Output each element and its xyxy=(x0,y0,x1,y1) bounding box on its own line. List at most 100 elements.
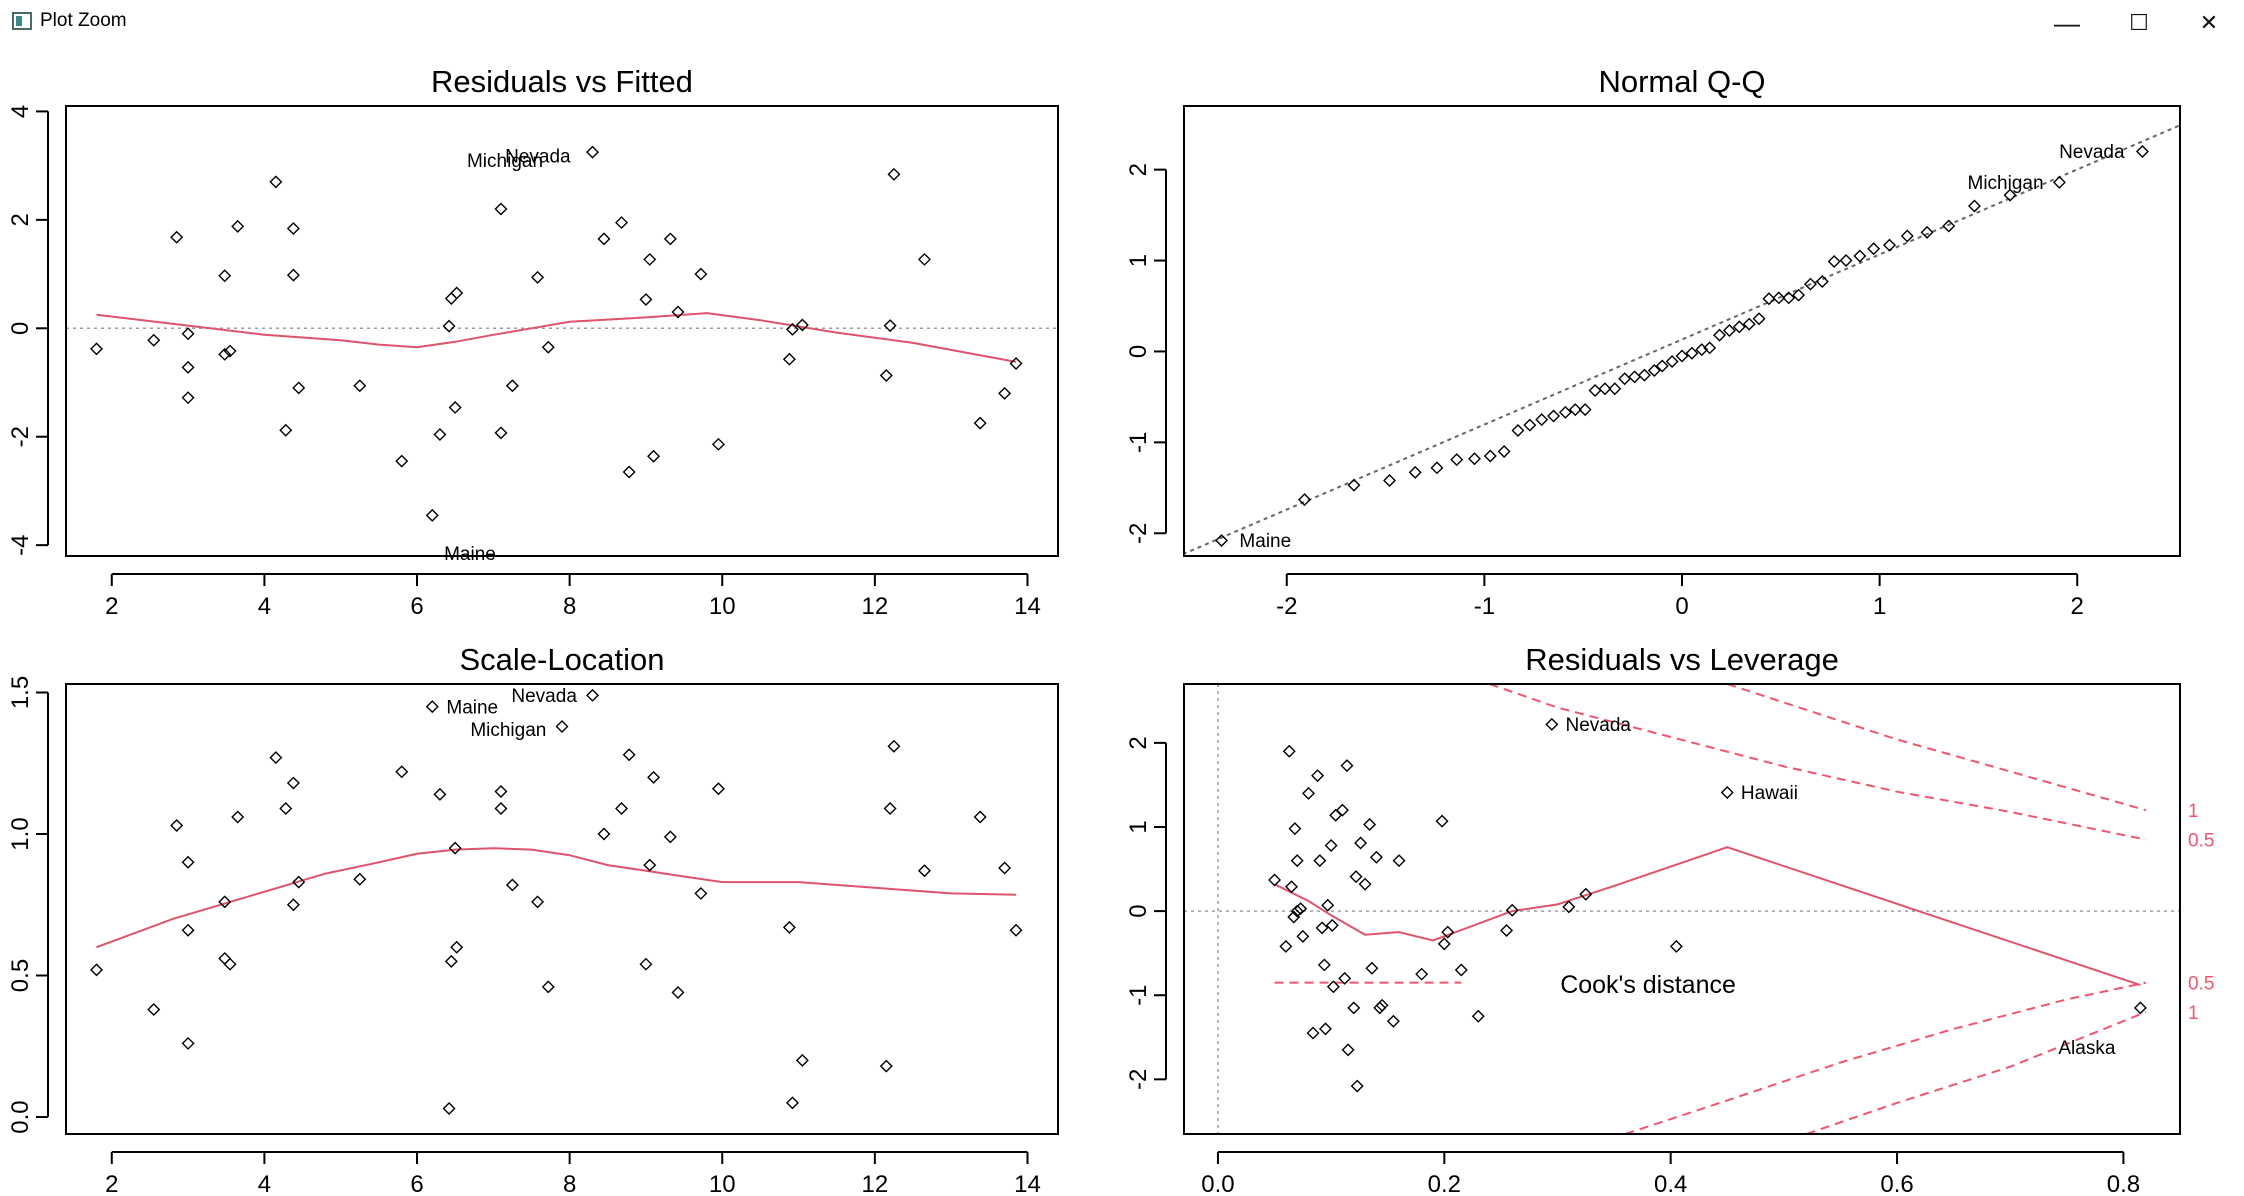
maximize-button[interactable]: ☐ xyxy=(2129,10,2149,35)
data-point xyxy=(181,855,195,869)
x-tick-label: 12 xyxy=(862,1171,889,1196)
point-label: Maine xyxy=(444,544,496,565)
data-point xyxy=(1722,324,1736,338)
data-point xyxy=(1782,291,1796,305)
data-point xyxy=(639,957,653,971)
y-tick-label: -1 xyxy=(1125,985,1152,1006)
data-point xyxy=(218,895,232,909)
data-point xyxy=(647,449,661,463)
data-point xyxy=(292,875,306,889)
data-point xyxy=(505,379,519,393)
data-point xyxy=(1637,368,1651,382)
data-point xyxy=(1363,817,1377,831)
data-point xyxy=(1883,238,1896,252)
y-tick-label: 0 xyxy=(7,322,34,335)
data-point xyxy=(1967,199,1981,213)
data-point xyxy=(494,202,508,216)
data-point xyxy=(181,1036,195,1050)
data-point xyxy=(1535,413,1549,427)
data-point xyxy=(1853,249,1867,263)
data-point xyxy=(1562,900,1576,914)
data-point xyxy=(597,827,611,841)
data-point xyxy=(643,252,657,266)
data-point xyxy=(1579,887,1593,901)
data-point xyxy=(1315,921,1329,935)
cooks-distance-curve-lower xyxy=(1625,981,2147,1134)
point-label: Maine xyxy=(1239,531,1291,552)
data-point xyxy=(1282,744,1296,758)
y-tick-label: -2 xyxy=(1125,1069,1152,1090)
data-point xyxy=(883,319,897,333)
data-point xyxy=(1558,405,1572,419)
data-point xyxy=(1942,219,1956,233)
data-point xyxy=(1815,274,1829,288)
x-tick-label: 0.4 xyxy=(1654,1171,1687,1196)
data-point xyxy=(450,940,464,954)
panel-title: Residuals vs Fitted xyxy=(431,64,693,99)
data-point xyxy=(231,219,245,233)
cooks-distance-curve-upper xyxy=(1726,684,2147,812)
smoother-line xyxy=(96,847,1017,949)
data-point xyxy=(1285,880,1299,894)
data-point xyxy=(181,923,195,937)
x-tick-label: 14 xyxy=(1014,593,1041,620)
x-tick-label: 0.0 xyxy=(1201,1171,1234,1196)
data-point xyxy=(643,858,657,872)
cooks-distance-level-label: 0.5 xyxy=(2188,974,2214,995)
close-button[interactable]: ✕ xyxy=(2199,10,2219,35)
title-bar: Plot Zoom — ☐ ✕ xyxy=(0,0,2244,48)
data-point xyxy=(1290,904,1304,918)
x-tick-label: 4 xyxy=(258,1171,271,1196)
data-point xyxy=(1441,925,1455,939)
data-point xyxy=(586,145,600,159)
x-tick-label: 0 xyxy=(1675,593,1688,620)
data-point xyxy=(1296,929,1310,943)
data-point xyxy=(494,785,508,799)
data-point xyxy=(1279,939,1293,953)
data-point xyxy=(1545,717,1559,731)
smoother-line xyxy=(96,312,1017,363)
data-point xyxy=(2052,175,2066,189)
data-point xyxy=(170,819,184,832)
data-point xyxy=(279,423,293,437)
y-tick-label: 0.5 xyxy=(7,959,34,992)
data-point xyxy=(395,765,409,779)
data-point xyxy=(442,319,456,333)
x-tick-label: 2 xyxy=(105,1171,118,1196)
data-point xyxy=(1354,836,1368,850)
data-point xyxy=(1302,786,1315,800)
data-point xyxy=(425,508,439,522)
data-point xyxy=(1608,382,1622,396)
x-tick-label: 0.6 xyxy=(1880,1171,1913,1196)
data-point xyxy=(1349,870,1363,884)
y-tick-label: -4 xyxy=(7,534,34,555)
data-point xyxy=(694,267,708,281)
y-tick-label: 0 xyxy=(1125,345,1152,358)
data-point xyxy=(782,352,796,366)
cooks-distance-level-label: 0.5 xyxy=(2188,831,2214,852)
x-tick-label: 0.2 xyxy=(1428,1171,1461,1196)
x-tick-label: 6 xyxy=(410,593,423,620)
data-point xyxy=(782,920,796,934)
data-point xyxy=(795,1053,809,1067)
data-point xyxy=(1483,449,1497,463)
data-point xyxy=(223,344,237,358)
data-point xyxy=(1669,939,1683,953)
data-point xyxy=(1350,1079,1364,1093)
data-point xyxy=(998,861,1012,875)
data-point xyxy=(622,748,636,762)
data-point xyxy=(671,986,685,999)
data-point xyxy=(286,222,300,236)
point-label: Nevada xyxy=(1566,715,1632,736)
data-point xyxy=(615,802,629,816)
data-point xyxy=(2135,144,2149,158)
minimize-button[interactable]: — xyxy=(2054,8,2080,38)
data-point xyxy=(1329,808,1343,822)
data-point xyxy=(1347,478,1361,492)
data-point xyxy=(448,400,462,414)
x-tick-label: 2 xyxy=(2071,593,2084,620)
data-point xyxy=(1340,759,1354,773)
data-point xyxy=(2133,1001,2147,1015)
data-point xyxy=(1375,998,1389,1012)
data-point xyxy=(292,381,306,395)
